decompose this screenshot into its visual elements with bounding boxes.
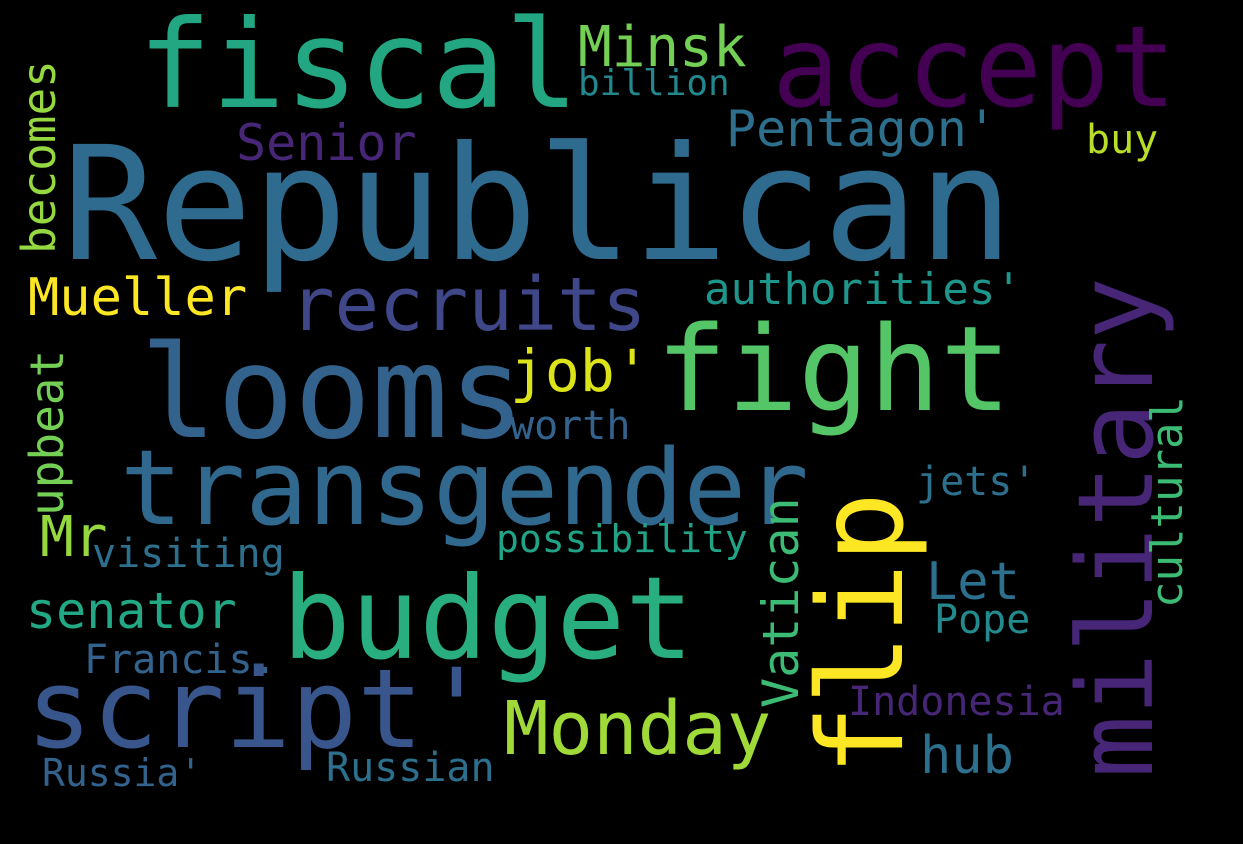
word-hub: hub: [920, 726, 1014, 786]
word-transgender: transgender: [120, 427, 809, 549]
word-accept: accept: [772, 3, 1177, 133]
word-possibility: possibility: [496, 517, 748, 561]
word-worth: worth: [510, 403, 631, 449]
word-visiting: visiting: [92, 531, 285, 577]
word-fight: fight: [656, 300, 1012, 438]
word-mr: Mr: [40, 505, 108, 570]
word-job: job': [510, 337, 650, 405]
word-senior: Senior: [236, 114, 417, 172]
word-recruits: recruits: [290, 262, 647, 348]
word-russian: Russian: [326, 745, 495, 791]
word-billion: billion: [578, 63, 730, 104]
word-cultural: cultural: [1142, 396, 1193, 608]
word-senator: senator: [26, 582, 237, 640]
word-francis: Francis.: [84, 637, 277, 683]
word-flip: flip: [792, 491, 930, 776]
word-let: Let: [926, 552, 1020, 612]
word-becomes: becomes: [12, 60, 66, 254]
word-budget: budget: [282, 552, 694, 685]
word-script: script': [26, 645, 490, 773]
word-indonesia: Indonesia: [848, 679, 1065, 725]
word-buy: buy: [1086, 117, 1159, 163]
word-authorities: authorities': [704, 264, 1022, 315]
word-russia: Russia': [42, 751, 203, 795]
word-looms: looms: [140, 319, 526, 468]
word-pope: Pope: [934, 597, 1031, 643]
word-fiscal: fiscal: [138, 0, 579, 136]
word-monday: Monday: [504, 686, 772, 772]
word-minsk: Minsk: [578, 15, 747, 80]
word-upbeat: upbeat: [20, 349, 74, 516]
word-mueller: Mueller: [28, 268, 248, 328]
word-pentagon: Pentagon': [726, 100, 997, 158]
word-republican: Republican: [62, 113, 1014, 297]
word-jets: jets': [916, 459, 1037, 505]
